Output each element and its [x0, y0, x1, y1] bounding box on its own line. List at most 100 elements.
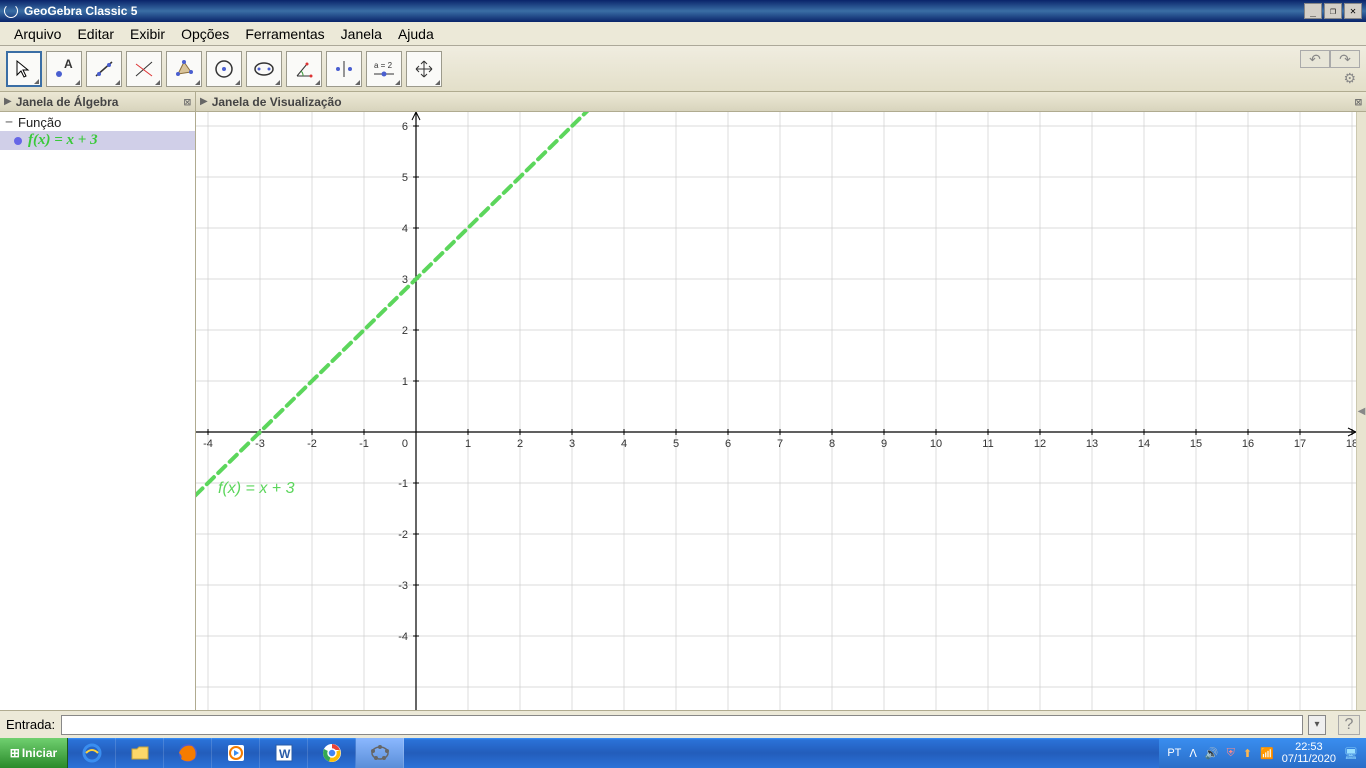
tree-category-label: Função [18, 115, 61, 130]
graphics-canvas[interactable]: -4-3-2-1123456789101112131415161718-4-3-… [196, 112, 1356, 710]
command-input[interactable] [61, 715, 1303, 735]
algebra-panel[interactable]: − Função f(x) = x + 3 [0, 112, 196, 710]
redo-button[interactable]: ↷ [1330, 50, 1360, 68]
svg-text:W: W [279, 747, 291, 761]
svg-text:-4: -4 [398, 631, 408, 643]
tree-function-row[interactable]: f(x) = x + 3 [0, 131, 195, 150]
tool-move[interactable] [6, 51, 42, 87]
tree-category-row[interactable]: − Função [0, 114, 195, 131]
tool-angle[interactable] [286, 51, 322, 87]
window-title: GeoGebra Classic 5 [24, 4, 1302, 18]
close-button[interactable]: ✕ [1344, 3, 1362, 19]
menu-arquivo[interactable]: Arquivo [6, 24, 69, 44]
visibility-dot-icon[interactable] [14, 137, 22, 145]
menu-ferramentas[interactable]: Ferramentas [237, 24, 332, 44]
minimize-button[interactable]: _ [1304, 3, 1322, 19]
shield-icon[interactable]: ⛨ [1227, 747, 1235, 760]
polygon-icon [173, 58, 195, 80]
slider-icon: a = 2 [370, 58, 398, 80]
taskbar-mediaplayer[interactable] [212, 738, 260, 768]
angle-icon [293, 58, 315, 80]
svg-text:16: 16 [1242, 438, 1254, 450]
settings-icon[interactable]: ⚙ [1343, 70, 1360, 87]
taskbar-ie[interactable] [68, 738, 116, 768]
svg-text:12: 12 [1034, 438, 1046, 450]
graphics-close-icon[interactable]: ⊠ [1355, 95, 1362, 109]
svg-text:5: 5 [402, 172, 408, 184]
network-icon[interactable]: 📶 [1260, 747, 1274, 760]
taskbar-explorer[interactable] [116, 738, 164, 768]
maximize-button[interactable]: ❐ [1324, 3, 1342, 19]
folder-icon [128, 741, 152, 765]
svg-text:-3: -3 [398, 580, 408, 592]
start-button[interactable]: ⊞ Iniciar [0, 738, 68, 768]
tool-reflect[interactable] [326, 51, 362, 87]
tool-slider[interactable]: a = 2 [366, 51, 402, 87]
svg-text:8: 8 [829, 438, 835, 450]
window-titlebar: GeoGebra Classic 5 _ ❐ ✕ [0, 0, 1366, 22]
tree-toggle-icon[interactable]: − [4, 115, 14, 130]
svg-text:-1: -1 [398, 478, 408, 490]
monitor-icon[interactable]: 🖥 [1344, 747, 1358, 760]
svg-text:f(x) = x + 3: f(x) = x + 3 [218, 480, 295, 497]
main-area: − Função f(x) = x + 3 -4-3-2-11234567891… [0, 112, 1366, 710]
chrome-icon [320, 741, 344, 765]
svg-text:5: 5 [673, 438, 679, 450]
app-icon [4, 4, 18, 18]
function-expression: f(x) = x + 3 [28, 132, 98, 149]
tray-caret-icon[interactable]: ᐱ [1189, 747, 1197, 760]
graphics-view[interactable]: -4-3-2-1123456789101112131415161718-4-3-… [196, 112, 1356, 710]
svg-text:2: 2 [517, 438, 523, 450]
algebra-close-icon[interactable]: ⊠ [184, 95, 191, 109]
tool-ellipse[interactable] [246, 51, 282, 87]
taskbar: ⊞ Iniciar W PT ᐱ 🔊 ⛨ ⬆ 📶 22:53 07/11/202… [0, 738, 1366, 768]
svg-text:-2: -2 [398, 529, 408, 541]
clock[interactable]: 22:53 07/11/2020 [1282, 741, 1336, 765]
right-collapse-strip[interactable]: ◀ [1356, 112, 1366, 710]
taskbar-firefox[interactable] [164, 738, 212, 768]
menu-exibir[interactable]: Exibir [122, 24, 173, 44]
svg-text:6: 6 [725, 438, 731, 450]
svg-text:-4: -4 [203, 438, 213, 450]
menu-editar[interactable]: Editar [69, 24, 122, 44]
svg-text:14: 14 [1138, 438, 1150, 450]
tool-circle[interactable] [206, 51, 242, 87]
svg-text:3: 3 [569, 438, 575, 450]
input-help-button[interactable]: ? [1338, 715, 1360, 735]
collapse-icon: ▶ [200, 96, 208, 107]
taskbar-geogebra[interactable] [356, 738, 404, 768]
firefox-icon [176, 741, 200, 765]
svg-text:4: 4 [621, 438, 627, 450]
svg-text:A: A [64, 58, 73, 71]
taskbar-word[interactable]: W [260, 738, 308, 768]
circle-icon [213, 58, 235, 80]
lang-indicator[interactable]: PT [1167, 747, 1181, 759]
algebra-panel-header[interactable]: ▶ Janela de Álgebra ⊠ [0, 92, 196, 111]
svg-text:18: 18 [1346, 438, 1356, 450]
menu-ajuda[interactable]: Ajuda [390, 24, 442, 44]
taskbar-chrome[interactable] [308, 738, 356, 768]
tool-polygon[interactable] [166, 51, 202, 87]
input-label: Entrada: [6, 717, 55, 732]
tool-point[interactable]: A [46, 51, 82, 87]
menu-janela[interactable]: Janela [333, 24, 390, 44]
geogebra-icon [368, 741, 392, 765]
perpline-icon [133, 58, 155, 80]
tool-line[interactable] [86, 51, 122, 87]
volume-icon[interactable]: 🔊 [1205, 747, 1219, 760]
tool-perpendicular[interactable] [126, 51, 162, 87]
svg-text:1: 1 [465, 438, 471, 450]
graphics-panel-header[interactable]: ▶ Janela de Visualização ⊠ [196, 92, 1366, 111]
svg-text:-2: -2 [307, 438, 317, 450]
tool-movegraphics[interactable] [406, 51, 442, 87]
updates-icon[interactable]: ⬆ [1243, 747, 1252, 760]
input-dropdown-button[interactable]: ▾ [1308, 715, 1326, 735]
system-tray[interactable]: PT ᐱ 🔊 ⛨ ⬆ 📶 22:53 07/11/2020 🖥 [1159, 738, 1366, 768]
line-icon [93, 58, 115, 80]
menu-opcoes[interactable]: Opções [173, 24, 237, 44]
svg-text:15: 15 [1190, 438, 1202, 450]
svg-text:10: 10 [930, 438, 942, 450]
svg-text:17: 17 [1294, 438, 1306, 450]
undo-button[interactable]: ↶ [1300, 50, 1330, 68]
toolbar: A a = 2 ↶ ↷ ⚙ [0, 46, 1366, 92]
